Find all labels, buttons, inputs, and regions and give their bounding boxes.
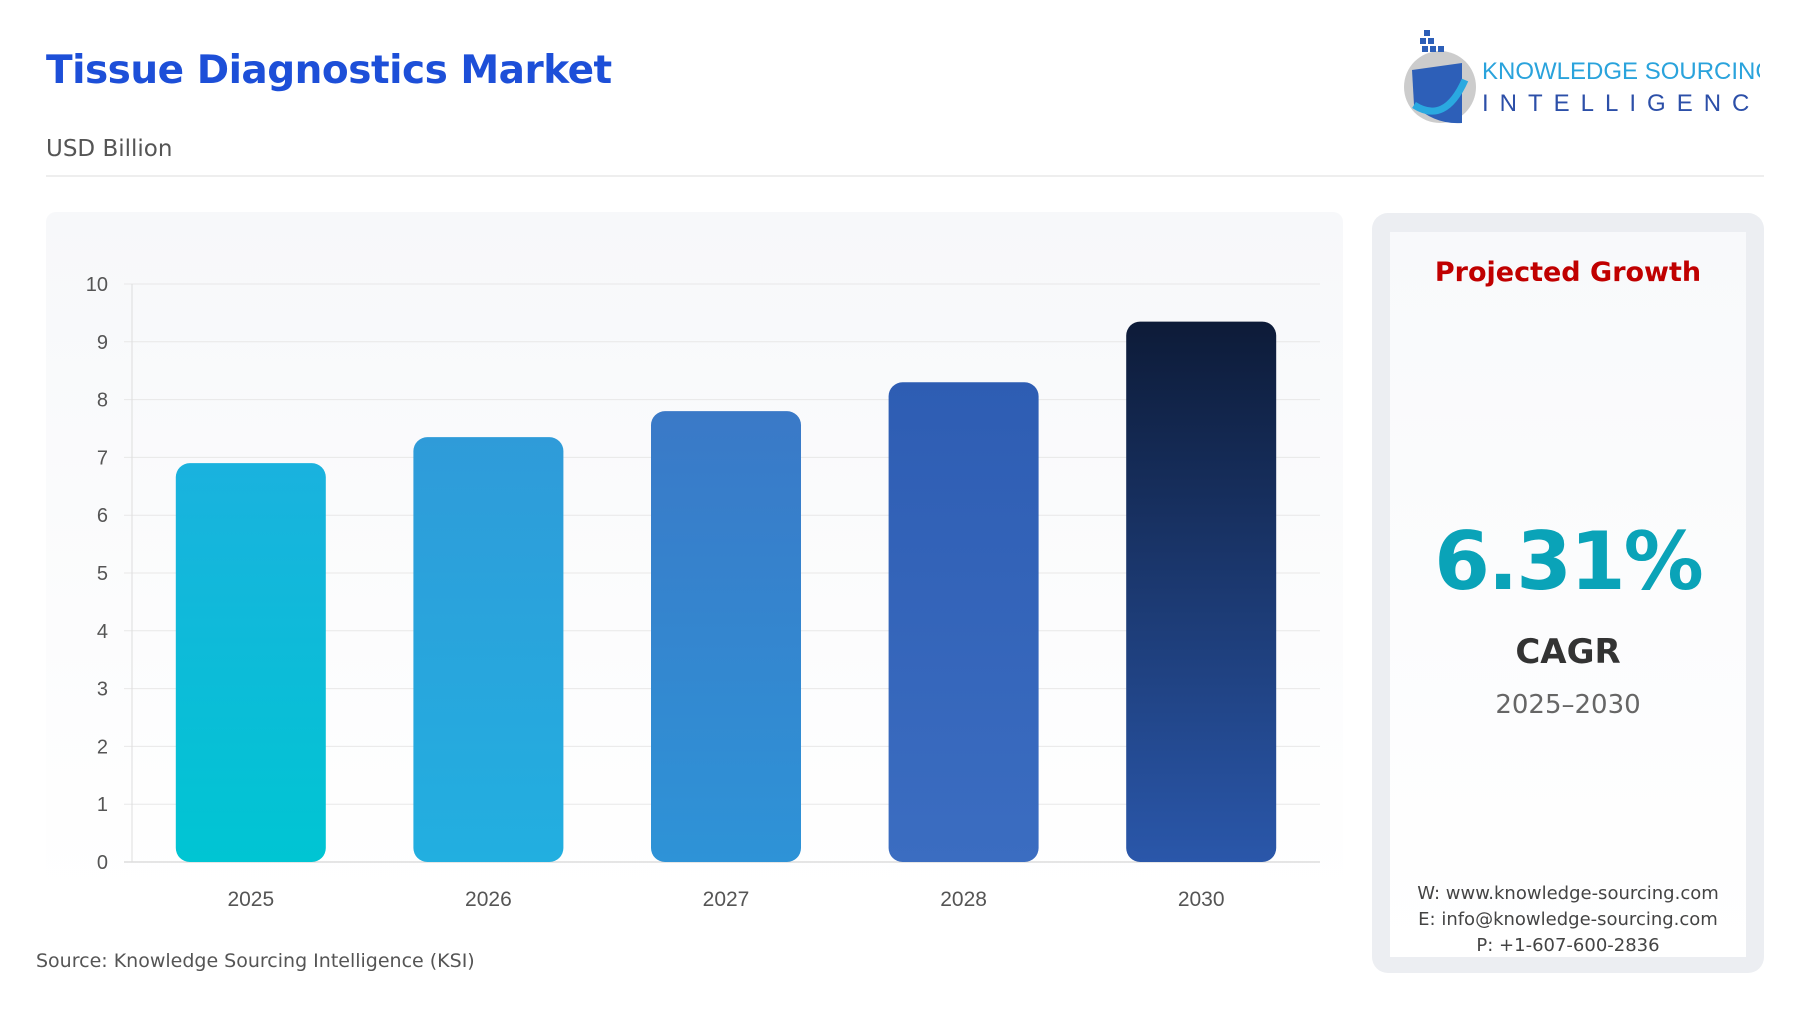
bar-2025 — [175, 463, 326, 862]
y-tick-label: 7 — [97, 447, 108, 469]
y-tick-label: 9 — [97, 332, 108, 354]
y-tick-label: 5 — [97, 563, 108, 585]
y-tick-label: 10 — [86, 274, 108, 296]
y-tick-label: 0 — [97, 852, 108, 874]
cagr-value: 6.31% — [1434, 515, 1704, 608]
y-tick-label: 6 — [97, 505, 108, 527]
ksi-logo: KNOWLEDGE SOURCING INTELLIGENCE — [1400, 25, 1776, 129]
divider — [46, 175, 1764, 177]
bar-2030 — [1126, 321, 1277, 862]
bar-2026 — [413, 437, 564, 862]
website-link[interactable]: W: www.knowledge-sourcing.com — [1417, 883, 1719, 904]
x-tick-label: 2027 — [703, 888, 750, 911]
growth-card-inner — [1390, 232, 1746, 957]
source-note: Source: Knowledge Sourcing Intelligence … — [36, 950, 475, 972]
bar-2027 — [651, 411, 801, 862]
y-tick-label: 2 — [97, 736, 108, 758]
y-tick-label: 1 — [97, 794, 108, 816]
x-tick-label: 2025 — [227, 888, 274, 911]
unit-subtitle: USD Billion — [46, 136, 173, 162]
phone-text: P: +1-607-600-2836 — [1476, 935, 1660, 956]
y-tick-label: 3 — [97, 679, 108, 701]
logo-line2: INTELLIGENCE — [1482, 90, 1760, 117]
x-tick-label: 2028 — [940, 888, 987, 911]
cagr-label: CAGR — [1515, 632, 1621, 672]
projected-growth-heading: Projected Growth — [1434, 257, 1702, 288]
bar-2028 — [888, 382, 1039, 862]
y-tick-label: 8 — [97, 390, 108, 412]
y-tick-label: 4 — [97, 621, 108, 643]
x-tick-label: 2030 — [1178, 888, 1225, 911]
cagr-period: 2025–2030 — [1495, 690, 1641, 720]
page-title: Tissue Diagnostics Market — [46, 48, 612, 93]
x-tick-label: 2026 — [465, 888, 512, 911]
email-link[interactable]: E: info@knowledge-sourcing.com — [1418, 909, 1718, 930]
logo-line1: KNOWLEDGE SOURCING — [1482, 58, 1760, 85]
